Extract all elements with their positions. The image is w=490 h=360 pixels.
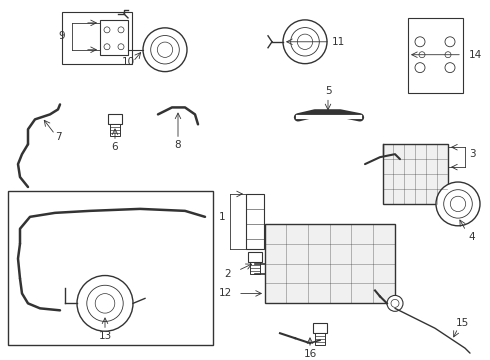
Text: 11: 11 xyxy=(331,37,344,47)
Text: 13: 13 xyxy=(98,331,112,341)
Text: 15: 15 xyxy=(455,318,468,328)
Circle shape xyxy=(87,285,123,321)
Bar xyxy=(313,323,327,333)
Text: 5: 5 xyxy=(325,86,331,95)
Text: 9: 9 xyxy=(59,31,65,41)
Text: 3: 3 xyxy=(469,149,475,159)
Circle shape xyxy=(450,196,465,212)
Circle shape xyxy=(445,52,451,58)
Text: 16: 16 xyxy=(303,349,317,359)
Circle shape xyxy=(77,275,133,331)
Circle shape xyxy=(297,34,313,49)
Circle shape xyxy=(415,37,425,47)
Circle shape xyxy=(415,63,425,73)
Text: 4: 4 xyxy=(469,232,475,242)
Circle shape xyxy=(445,37,455,47)
Bar xyxy=(100,20,128,55)
Circle shape xyxy=(143,28,187,72)
Circle shape xyxy=(104,27,110,33)
Circle shape xyxy=(95,294,115,313)
Circle shape xyxy=(118,44,124,50)
Text: 1: 1 xyxy=(219,212,225,222)
Bar xyxy=(265,224,395,303)
Text: 10: 10 xyxy=(122,57,135,67)
Circle shape xyxy=(419,52,425,58)
Text: 12: 12 xyxy=(219,288,232,298)
Circle shape xyxy=(104,44,110,50)
Text: 8: 8 xyxy=(175,140,181,150)
Circle shape xyxy=(391,300,399,307)
Circle shape xyxy=(444,190,472,218)
Bar xyxy=(250,262,260,274)
Circle shape xyxy=(436,182,480,226)
Circle shape xyxy=(157,42,172,57)
Text: 7: 7 xyxy=(55,132,61,142)
Circle shape xyxy=(445,63,455,73)
Bar xyxy=(108,114,122,124)
Bar xyxy=(383,144,448,204)
Bar xyxy=(62,12,132,64)
Bar xyxy=(246,194,264,249)
Text: 14: 14 xyxy=(468,50,482,60)
Text: 2: 2 xyxy=(225,269,231,279)
Circle shape xyxy=(283,20,327,64)
Bar xyxy=(248,252,262,262)
Circle shape xyxy=(118,27,124,33)
Bar xyxy=(408,18,463,93)
Circle shape xyxy=(291,28,319,56)
Bar xyxy=(315,333,325,345)
Bar xyxy=(110,124,120,136)
Bar xyxy=(8,191,213,345)
Text: 6: 6 xyxy=(112,142,118,152)
Circle shape xyxy=(387,296,403,311)
Circle shape xyxy=(151,36,179,64)
